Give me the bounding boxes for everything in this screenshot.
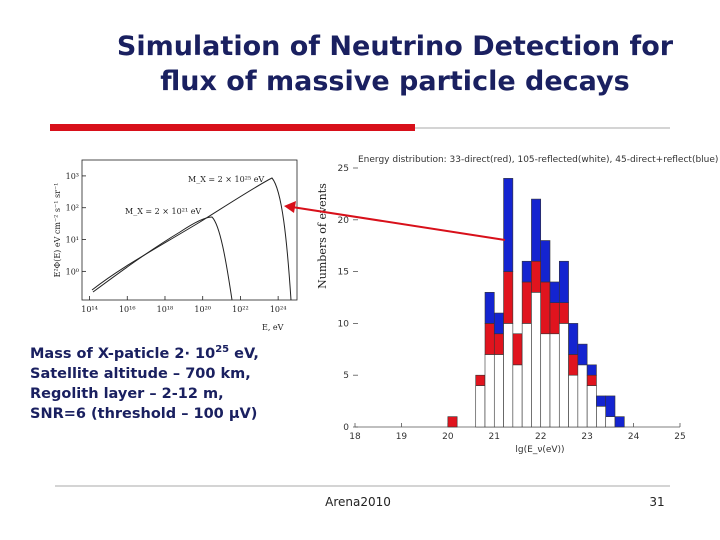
x-tick-label: 10¹⁴ [81, 305, 98, 314]
histogram-bar [605, 395, 616, 417]
x-tick-label: 25 [674, 432, 685, 442]
histogram-bar [475, 374, 486, 386]
histogram-bar [568, 354, 579, 376]
histogram-bar [531, 198, 542, 262]
y-tick-label: 15 [338, 268, 349, 278]
histogram-y-label: Numbers of events [316, 183, 329, 289]
histogram-bar [558, 323, 569, 428]
x-tick-label: 20 [442, 432, 454, 442]
histogram-bar [596, 395, 607, 407]
arrow [291, 206, 506, 241]
y-tick-label: 10³ [66, 172, 79, 181]
histogram-bar [586, 374, 597, 386]
title-rule [50, 124, 415, 131]
histogram-bar [540, 281, 551, 335]
parameter-tail: eV, [229, 346, 259, 362]
histogram-bar [512, 364, 523, 428]
histogram-bar [558, 302, 569, 324]
histogram-bar [512, 333, 523, 366]
y-tick-label: 10² [66, 204, 79, 213]
parameter-sup: 25 [215, 344, 229, 355]
x-tick-label: 10²² [232, 305, 249, 314]
histogram-bar [493, 333, 504, 355]
x-tick-label: 18 [349, 432, 361, 442]
y-tick-label: 0 [343, 423, 349, 433]
flux-curve [91, 177, 292, 301]
x-tick-label: 24 [628, 432, 640, 442]
histogram-bar [503, 323, 514, 428]
y-tick-label: 5 [343, 371, 349, 381]
x-tick-label: 10¹⁶ [119, 305, 136, 314]
page-number: 31 [649, 495, 664, 509]
flux-panel [45, 155, 303, 337]
curve-label: M_X = 2 × 10²¹ eV [125, 207, 201, 216]
histogram: Energy distribution: 33-direct(red), 105… [316, 155, 718, 455]
histogram-bar [531, 292, 542, 428]
parameter-line: SNR=6 (threshold – 100 μV) [30, 406, 257, 422]
histogram-bar [577, 364, 588, 428]
histogram-bar [549, 302, 560, 335]
histogram-bar [521, 323, 532, 428]
x-tick-label: 21 [489, 432, 500, 442]
parameter-text: Mass of X-paticle 2· 10 [30, 346, 215, 362]
parameter-line: Mass of X-paticle 2· 1025 eV, [30, 344, 259, 362]
histogram-bar [493, 354, 504, 428]
parameter-line: Satellite altitude – 700 km, [30, 366, 251, 382]
y-tick-label: 20 [338, 216, 350, 226]
curve-label: M_X = 2 × 10²⁵ eV [188, 175, 264, 184]
y-tick-label: 25 [338, 164, 349, 174]
x-tick-label: 10²⁰ [194, 305, 211, 314]
histogram-bar [447, 416, 458, 428]
histogram-bar [475, 385, 486, 428]
histogram-bar [568, 374, 579, 428]
arrow-head [284, 201, 296, 213]
histogram-bar [503, 178, 514, 272]
histogram-bar [484, 354, 495, 428]
x-tick-label: 19 [396, 432, 408, 442]
title-line: Simulation of Neutrino Detection for [117, 31, 674, 62]
histogram-bar [521, 281, 532, 324]
histogram-bar [605, 416, 616, 428]
flux-y-label: E²Φ(E) eV cm⁻² s⁻¹ sr⁻¹ [53, 183, 62, 278]
histogram-bar [549, 281, 560, 303]
histogram-bar [493, 312, 504, 335]
histogram-bar [596, 405, 607, 428]
histogram-bar [586, 385, 597, 428]
y-tick-label: 10⁰ [66, 267, 79, 276]
histogram-x-label: lg(E_ν(eV)) [515, 445, 564, 455]
histogram-bar [558, 260, 569, 303]
histogram-bar [568, 323, 579, 355]
histogram-bar [540, 333, 551, 428]
parameter-line: Regolith layer – 2-12 m, [30, 386, 224, 402]
histogram-bar [531, 260, 542, 293]
y-tick-label: 10 [338, 319, 350, 329]
x-tick-label: 23 [581, 432, 592, 442]
x-tick-label: 10¹⁸ [157, 305, 174, 314]
x-tick-label: 10²⁴ [270, 305, 287, 314]
histogram-bar [540, 240, 551, 283]
histogram-bar [503, 271, 514, 324]
histogram-bar [577, 343, 588, 366]
flux-plot: M_X = 2 × 10²⁵ eV M_X = 2 × 10²¹ eV E²Φ(… [45, 155, 303, 337]
y-tick-label: 10¹ [66, 236, 79, 245]
x-tick-label: 22 [535, 432, 546, 442]
histogram-bar [586, 364, 597, 376]
histogram-bar [484, 323, 495, 355]
flux-x-label: E, eV [262, 323, 284, 332]
flux-frame [81, 159, 298, 301]
histogram-bar [521, 260, 532, 283]
title-line: flux of massive particle decays [160, 66, 630, 97]
histogram-bar [614, 416, 625, 428]
footer-conference: Arena2010 [325, 495, 391, 509]
histogram-title: Energy distribution: 33-direct(red), 105… [358, 155, 718, 165]
histogram-bar [549, 333, 560, 428]
flux-curve [92, 216, 233, 301]
histogram-bar [484, 292, 495, 324]
